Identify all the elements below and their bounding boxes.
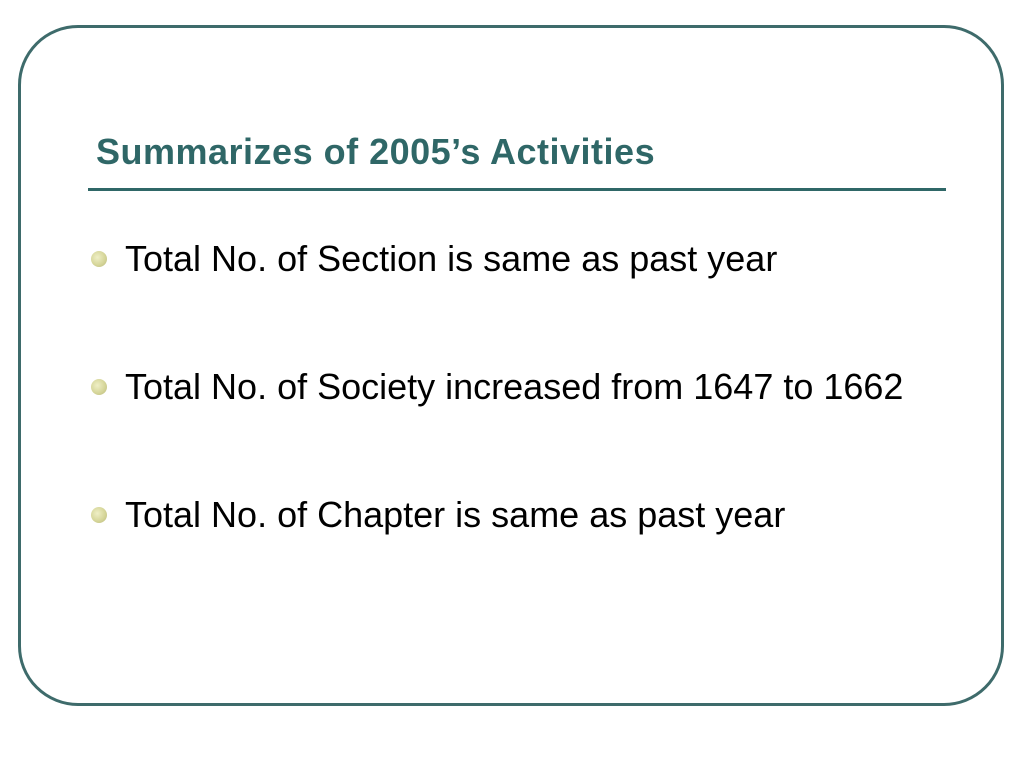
- bullet-dot-icon: [91, 379, 107, 395]
- slide-frame: [18, 25, 1004, 706]
- bullet-text: Total No. of Section is same as past yea…: [125, 238, 778, 279]
- bullet-dot-icon: [91, 507, 107, 523]
- bullet-item: Total No. of Chapter is same as past yea…: [88, 488, 948, 542]
- title-underline: [88, 188, 946, 191]
- bullet-item: Total No. of Society increased from 1647…: [88, 360, 948, 414]
- bullet-text: Total No. of Chapter is same as past yea…: [125, 494, 786, 535]
- bullet-text: Total No. of Society increased from 1647…: [125, 366, 904, 407]
- bullet-dot-icon: [91, 251, 107, 267]
- bullet-item: Total No. of Section is same as past yea…: [88, 232, 948, 286]
- slide-title: Summarizes of 2005’s Activities: [96, 131, 656, 172]
- bullet-list: Total No. of Section is same as past yea…: [88, 232, 948, 542]
